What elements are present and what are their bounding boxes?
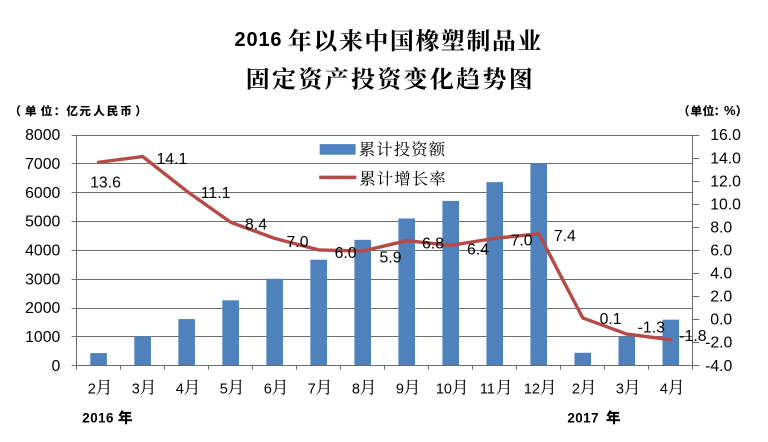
svg-text:4000: 4000 <box>25 243 60 260</box>
svg-text:16.0: 16.0 <box>710 127 741 144</box>
svg-text:2016: 2016 <box>235 29 283 51</box>
svg-text:-2.0: -2.0 <box>705 335 732 352</box>
svg-text:12: 12 <box>524 382 540 398</box>
svg-text:12.0: 12.0 <box>710 173 741 190</box>
svg-text:6000: 6000 <box>25 185 60 202</box>
svg-text:2017: 2017 <box>567 411 599 426</box>
svg-text:2: 2 <box>88 382 96 398</box>
svg-text:11: 11 <box>480 382 495 398</box>
svg-text:3: 3 <box>616 382 624 398</box>
svg-text:%: % <box>724 103 736 118</box>
svg-text:0.0: 0.0 <box>710 312 732 329</box>
svg-text:13.6: 13.6 <box>90 174 121 191</box>
svg-text:4.0: 4.0 <box>710 266 732 283</box>
svg-text:-1.8: -1.8 <box>679 328 706 345</box>
svg-text:11.1: 11.1 <box>201 185 231 202</box>
svg-text:14.1: 14.1 <box>157 151 188 168</box>
svg-text:6.0: 6.0 <box>710 243 732 260</box>
svg-text:3000: 3000 <box>25 271 60 288</box>
svg-text:2.0: 2.0 <box>710 289 732 306</box>
svg-text:2016: 2016 <box>82 411 114 426</box>
svg-text:7.4: 7.4 <box>554 228 576 245</box>
svg-text:6.4: 6.4 <box>467 241 489 258</box>
svg-text:2: 2 <box>572 382 580 398</box>
svg-text:1000: 1000 <box>25 329 60 346</box>
svg-text:6.0: 6.0 <box>335 245 357 262</box>
svg-text:0.1: 0.1 <box>600 311 622 328</box>
svg-text:8000: 8000 <box>25 127 60 144</box>
svg-text:-4.0: -4.0 <box>705 358 732 375</box>
svg-text:5: 5 <box>220 382 228 398</box>
svg-text:5.9: 5.9 <box>380 250 402 267</box>
svg-text:8.0: 8.0 <box>710 219 732 236</box>
svg-text:6: 6 <box>264 382 272 398</box>
svg-text:4: 4 <box>176 382 184 398</box>
svg-text:3: 3 <box>132 382 140 398</box>
svg-text:2000: 2000 <box>25 300 60 317</box>
svg-text:-1.3: -1.3 <box>638 320 665 337</box>
svg-text:14.0: 14.0 <box>710 150 741 167</box>
svg-text:7.0: 7.0 <box>287 234 309 251</box>
svg-text:4: 4 <box>660 382 668 398</box>
svg-text:0: 0 <box>52 358 61 375</box>
svg-text:7: 7 <box>308 382 316 398</box>
svg-text:5000: 5000 <box>25 214 60 231</box>
svg-text:7000: 7000 <box>25 156 60 173</box>
svg-text:10: 10 <box>436 382 452 398</box>
svg-text:9: 9 <box>396 382 404 398</box>
svg-text:7.0: 7.0 <box>511 232 533 249</box>
svg-text:8.4: 8.4 <box>245 217 267 234</box>
svg-text:6.8: 6.8 <box>422 236 444 253</box>
svg-text:8: 8 <box>352 382 360 398</box>
svg-text:10.0: 10.0 <box>710 196 741 213</box>
